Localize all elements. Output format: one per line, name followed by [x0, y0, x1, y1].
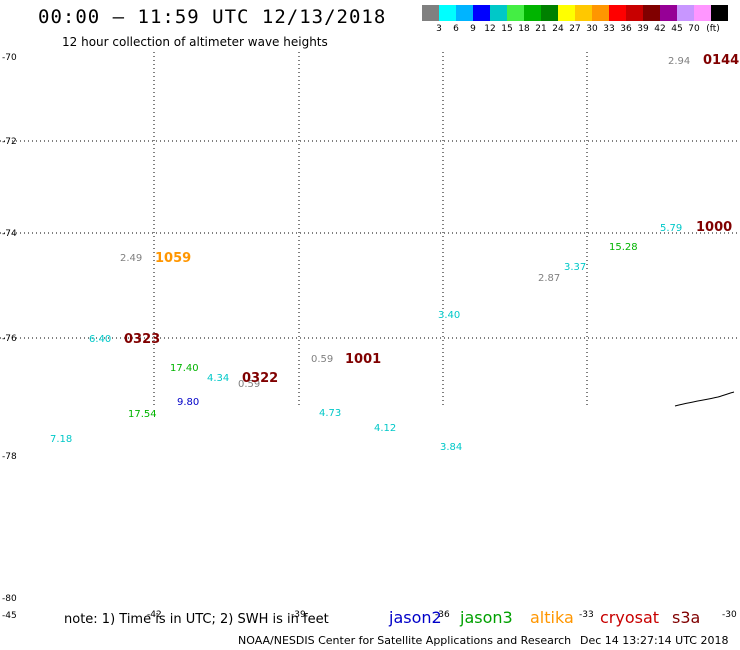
scale-swatch [592, 5, 609, 21]
footer-note: note: 1) Time is in UTC; 2) SWH is in fe… [64, 612, 329, 627]
observations-layer: 2.94 0144 5.79 1000 15.28 3.37 2.87 3.40 2.49 105… [50, 53, 739, 453]
satellite-label-jason2: jason2 [389, 608, 442, 627]
wave-height-label: 4.73 [319, 408, 341, 419]
wave-height-label: 4.12 [374, 423, 396, 434]
longitude-label: -30 [722, 610, 737, 620]
wave-height-label: 0144 [703, 53, 739, 68]
credit-text: NOAA/NESDIS Center for Satellite Applica… [238, 634, 572, 647]
wave-height-label: 15.28 [609, 242, 638, 253]
coastline [674, 391, 735, 407]
scale-label: 45 [671, 24, 683, 34]
scale-swatch [711, 5, 728, 21]
wave-height-label: 0323 [124, 332, 160, 347]
scale-label: 30 [586, 24, 598, 34]
map-subtitle: 12 hour collection of altimeter wave hei… [62, 35, 328, 49]
scale-label: 39 [637, 24, 649, 34]
scale-swatch [609, 5, 626, 21]
longitude-label: -39 [291, 610, 306, 620]
wave-height-label: 0.59 [238, 379, 260, 390]
wave-height-label: 2.49 [120, 253, 142, 264]
wave-height-label: 4.34 [207, 373, 229, 384]
scale-swatch [558, 5, 575, 21]
graticule [0, 52, 738, 407]
wave-height-label: 9.80 [177, 397, 199, 408]
latitude-label: -80 [2, 594, 17, 604]
wave-height-label: 1001 [345, 352, 381, 367]
wave-height-label: 0322 [242, 371, 278, 386]
wave-height-label: 17.54 [128, 409, 157, 420]
scale-swatch [507, 5, 524, 21]
satellite-label-s3a: s3a [672, 608, 701, 627]
wave-height-label: 2.87 [538, 273, 560, 284]
timestamp-text: Dec 14 13:27:14 UTC 2018 [580, 634, 729, 647]
scale-swatch [422, 5, 439, 21]
scale-label: 15 [501, 24, 513, 34]
satellite-label-altika: altika [530, 608, 574, 627]
longitude-label: -42 [147, 610, 162, 620]
latitude-label: -70 [2, 53, 17, 63]
longitude-label: -36 [435, 610, 450, 620]
scale-label: 70 [688, 24, 700, 34]
scale-swatch [456, 5, 473, 21]
wave-height-label: 5.79 [660, 223, 682, 234]
latitude-label: -76 [2, 334, 17, 344]
scale-label: 33 [603, 24, 615, 34]
longitude-labels: -45 -42 -39 -36 -33 -30 [2, 610, 737, 621]
scale-swatch [626, 5, 643, 21]
wave-height-label: 3.37 [564, 262, 586, 273]
wave-height-label: 7.18 [50, 434, 72, 445]
scale-swatch [643, 5, 660, 21]
wave-height-label: 0.59 [311, 354, 333, 365]
wave-height-label: 1000 [696, 220, 732, 235]
scale-label: 3 [436, 24, 442, 34]
wave-height-label: 17.40 [170, 363, 199, 374]
latitude-labels: -70 -72 -74 -76 -78 -80 [2, 53, 17, 604]
scale-label: 18 [518, 24, 530, 34]
scale-swatch [524, 5, 541, 21]
scale-swatch [694, 5, 711, 21]
scale-swatch [541, 5, 558, 21]
scale-label: 21 [535, 24, 547, 34]
wave-height-label: 3.40 [438, 310, 460, 321]
latitude-label: -78 [2, 452, 17, 462]
scale-label: (ft) [706, 24, 720, 34]
longitude-label: -45 [2, 611, 17, 621]
scale-label: 42 [654, 24, 666, 34]
scale-label: 9 [470, 24, 476, 34]
scale-label: 6 [453, 24, 459, 34]
scale-swatch [490, 5, 507, 21]
wave-height-label: 3.84 [440, 442, 462, 453]
scale-label: 36 [620, 24, 632, 34]
scale-label: 27 [569, 24, 581, 34]
latitude-label: -72 [2, 137, 17, 147]
wave-height-label: 6.40 [89, 334, 111, 345]
satellite-label-cryosat: cryosat [600, 608, 660, 627]
latitude-label: -74 [2, 229, 17, 239]
scale-swatch [473, 5, 490, 21]
scale-label: 12 [484, 24, 496, 34]
scale-swatch [677, 5, 694, 21]
map-title: 00:00 – 11:59 UTC 12/13/2018 [38, 6, 387, 28]
satellite-label-jason3: jason3 [460, 608, 513, 627]
scale-label: 24 [552, 24, 564, 34]
wave-height-label: 1059 [155, 251, 191, 266]
wave-height-label: 2.94 [668, 56, 690, 67]
longitude-label: -33 [579, 610, 594, 620]
scale-swatch [660, 5, 677, 21]
scale-swatch [439, 5, 456, 21]
scale-swatch [575, 5, 592, 21]
